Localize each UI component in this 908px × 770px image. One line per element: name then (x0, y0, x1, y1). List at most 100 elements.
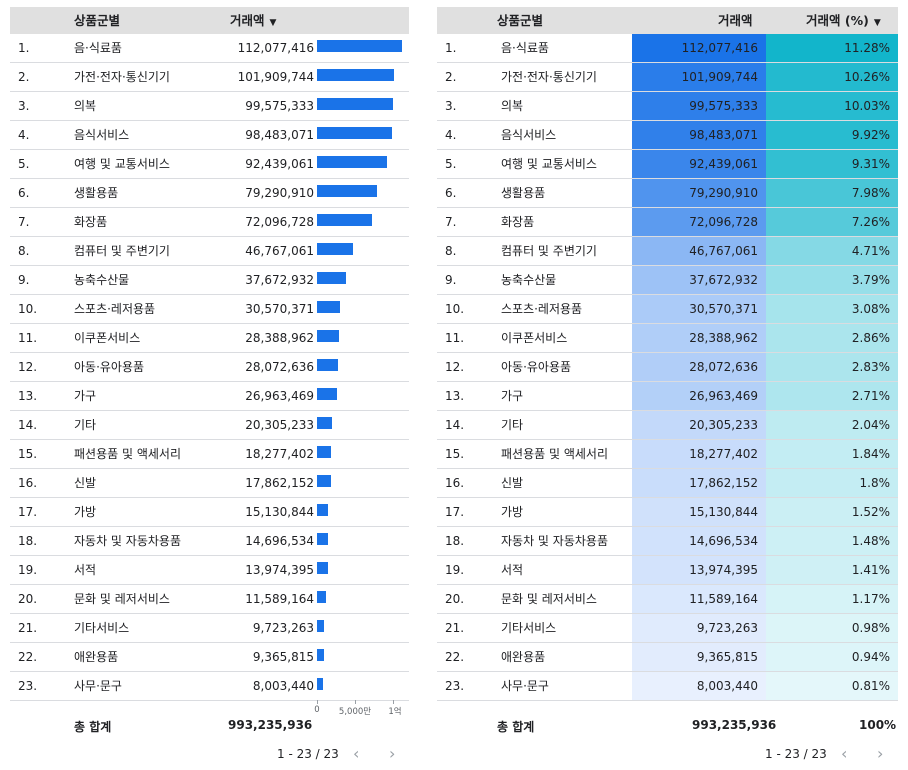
category-cell: 스포츠·레저용품 (501, 302, 583, 316)
table-row[interactable]: 14. 기타 20,305,233 (10, 411, 409, 440)
sort-descending-icon[interactable]: ▼ (873, 18, 881, 28)
table-row[interactable]: 6. 생활용품 79,290,910 7.98% (437, 179, 898, 208)
row-rank: 17. (445, 505, 465, 519)
category-cell: 생활용품 (74, 186, 119, 200)
table-row[interactable]: 10. 스포츠·레저용품 30,570,371 3.08% (437, 295, 898, 324)
table-row[interactable]: 4. 음식서비스 98,483,071 9.92% (437, 121, 898, 150)
table-row[interactable]: 8. 컴퓨터 및 주변기기 46,767,061 (10, 237, 409, 266)
table-row[interactable]: 23. 사무·문구 8,003,440 (10, 672, 409, 701)
chevron-right-icon[interactable]: › (877, 744, 884, 763)
category-cell: 여행 및 교통서비스 (74, 157, 170, 171)
table-row[interactable]: 15. 패션용품 및 액세서리 18,277,402 1.84% (437, 440, 898, 469)
table-row[interactable]: 5. 여행 및 교통서비스 92,439,061 (10, 150, 409, 179)
table-row[interactable]: 5. 여행 및 교통서비스 92,439,061 9.31% (437, 150, 898, 179)
table-row[interactable]: 8. 컴퓨터 및 주변기기 46,767,061 4.71% (437, 237, 898, 266)
table-row[interactable]: 16. 신발 17,862,152 1.8% (437, 469, 898, 498)
table-row[interactable]: 15. 패션용품 및 액세서리 18,277,402 (10, 440, 409, 469)
amount-bar (317, 243, 353, 255)
category-cell: 패션용품 및 액세서리 (501, 447, 608, 461)
table-row[interactable]: 20. 문화 및 레저서비스 11,589,164 1.17% (437, 585, 898, 614)
table-row[interactable]: 14. 기타 20,305,233 2.04% (437, 411, 898, 440)
amount-cell: 15,130,844 (245, 505, 314, 519)
table-row[interactable]: 19. 서적 13,974,395 (10, 556, 409, 585)
table-row[interactable]: 1. 음·식료품 112,077,416 11.28% (437, 34, 898, 63)
table-row[interactable]: 9. 농축수산물 37,672,932 (10, 266, 409, 295)
column-header-category[interactable]: 상품군별 (497, 13, 544, 28)
row-rank: 23. (18, 679, 38, 693)
column-header-category[interactable]: 상품군별 (74, 13, 121, 28)
chevron-left-icon[interactable]: ‹ (841, 744, 848, 763)
amount-cell: 72,096,728 (245, 215, 314, 229)
table-row[interactable]: 1. 음·식료품 112,077,416 (10, 34, 409, 63)
column-header-percent[interactable]: 거래액 (%) ▼ (806, 7, 881, 37)
category-cell: 신발 (74, 476, 97, 490)
table-row[interactable]: 7. 화장품 72,096,728 7.26% (437, 208, 898, 237)
table-row[interactable]: 12. 아동·유아용품 28,072,636 (10, 353, 409, 382)
table-row[interactable]: 19. 서적 13,974,395 1.41% (437, 556, 898, 585)
bar-cell (317, 527, 407, 555)
table-row[interactable]: 21. 기타서비스 9,723,263 (10, 614, 409, 643)
amount-heat-cell: 20,305,233 (632, 411, 766, 439)
bar-cell (317, 179, 407, 207)
pagination-label: 1 - 23 / 23 (765, 747, 827, 761)
sort-descending-icon[interactable]: ▼ (269, 18, 277, 28)
table-row[interactable]: 3. 의복 99,575,333 (10, 92, 409, 121)
table-row[interactable]: 4. 음식서비스 98,483,071 (10, 121, 409, 150)
table-row[interactable]: 2. 가전·전자·통신기기 101,909,744 (10, 63, 409, 92)
category-cell: 화장품 (501, 215, 535, 229)
table-row[interactable]: 13. 가구 26,963,469 2.71% (437, 382, 898, 411)
category-cell: 의복 (74, 99, 97, 113)
table-row[interactable]: 10. 스포츠·레저용품 30,570,371 (10, 295, 409, 324)
amount-cell: 17,862,152 (245, 476, 314, 490)
percent-heat-cell: 1.48% (766, 527, 898, 555)
percent-heat-cell: 9.31% (766, 150, 898, 178)
table-row[interactable]: 9. 농축수산물 37,672,932 3.79% (437, 266, 898, 295)
table-row[interactable]: 21. 기타서비스 9,723,263 0.98% (437, 614, 898, 643)
amount-bar (317, 359, 339, 371)
table-row[interactable]: 11. 이쿠폰서비스 28,388,962 (10, 324, 409, 353)
table-row[interactable]: 20. 문화 및 레저서비스 11,589,164 (10, 585, 409, 614)
table-row[interactable]: 7. 화장품 72,096,728 (10, 208, 409, 237)
table-row[interactable]: 3. 의복 99,575,333 10.03% (437, 92, 898, 121)
bar-cell (317, 92, 407, 120)
category-cell: 이쿠폰서비스 (501, 331, 568, 345)
table-row[interactable]: 17. 가방 15,130,844 1.52% (437, 498, 898, 527)
chevron-right-icon[interactable]: › (389, 744, 396, 763)
amount-heat-cell: 28,388,962 (632, 324, 766, 352)
amount-bar (317, 330, 339, 342)
category-cell: 가방 (501, 505, 524, 519)
table-row[interactable]: 12. 아동·유아용품 28,072,636 2.83% (437, 353, 898, 382)
table-row[interactable]: 16. 신발 17,862,152 (10, 469, 409, 498)
category-cell: 음·식료품 (501, 41, 549, 55)
table-row[interactable]: 17. 가방 15,130,844 (10, 498, 409, 527)
row-rank: 15. (18, 447, 38, 461)
row-rank: 9. (445, 273, 457, 287)
row-rank: 18. (445, 534, 465, 548)
table-row[interactable]: 18. 자동차 및 자동차용품 14,696,534 1.48% (437, 527, 898, 556)
table-row[interactable]: 22. 애완용품 9,365,815 0.94% (437, 643, 898, 672)
percent-heat-cell: 10.26% (766, 63, 898, 91)
bar-cell (317, 266, 407, 294)
column-header-amount[interactable]: 거래액 (718, 13, 753, 28)
table-row[interactable]: 2. 가전·전자·통신기기 101,909,744 10.26% (437, 63, 898, 92)
amount-bar (317, 40, 403, 52)
table-row[interactable]: 23. 사무·문구 8,003,440 0.81% (437, 672, 898, 701)
row-rank: 2. (445, 70, 457, 84)
table-row[interactable]: 18. 자동차 및 자동차용품 14,696,534 (10, 527, 409, 556)
column-header-amount[interactable]: 거래액 ▼ (230, 7, 276, 37)
table-row[interactable]: 22. 애완용품 9,365,815 (10, 643, 409, 672)
row-rank: 6. (18, 186, 30, 200)
row-rank: 13. (18, 389, 38, 403)
row-rank: 14. (18, 418, 38, 432)
chevron-left-icon[interactable]: ‹ (353, 744, 360, 763)
amount-heat-cell: 46,767,061 (632, 237, 766, 265)
table-row[interactable]: 13. 가구 26,963,469 (10, 382, 409, 411)
amount-bar (317, 620, 325, 632)
category-cell: 음식서비스 (501, 128, 557, 142)
category-cell: 서적 (501, 563, 524, 577)
row-rank: 15. (445, 447, 465, 461)
row-rank: 8. (445, 244, 457, 258)
amount-bar (317, 127, 392, 139)
table-row[interactable]: 6. 생활용품 79,290,910 (10, 179, 409, 208)
table-row[interactable]: 11. 이쿠폰서비스 28,388,962 2.86% (437, 324, 898, 353)
